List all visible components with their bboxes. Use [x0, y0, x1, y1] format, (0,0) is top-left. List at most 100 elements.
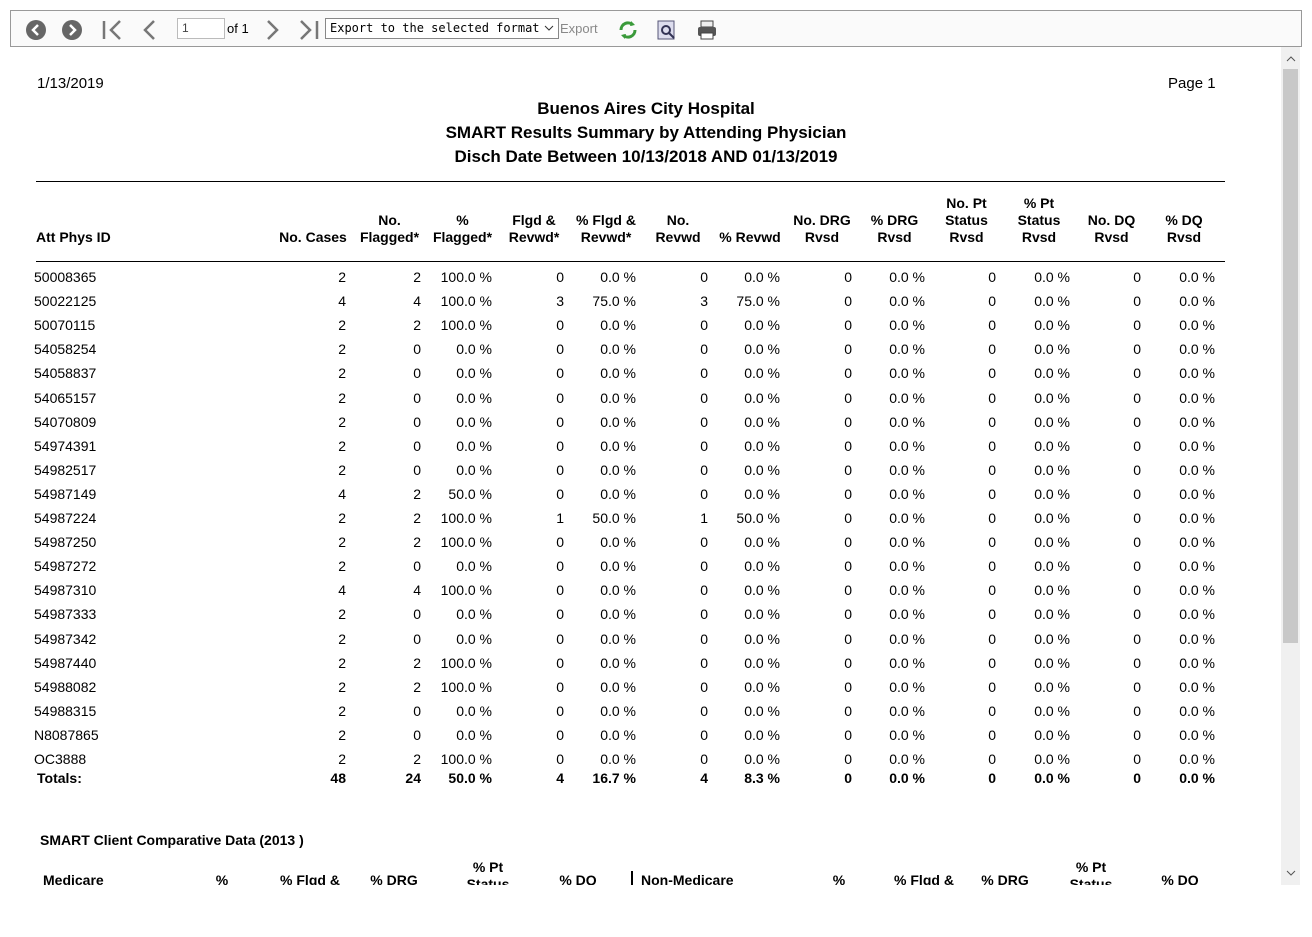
cell: 0.0 % — [1179, 630, 1215, 647]
cell: 0 — [988, 510, 996, 526]
refresh-button[interactable] — [617, 19, 639, 41]
cell: 0.0 % — [600, 654, 636, 671]
cell: 0.0 % — [889, 630, 925, 647]
page-input[interactable]: 1 — [177, 18, 225, 39]
cell: 100.0 % — [440, 582, 492, 599]
cell: 0.0 % — [889, 534, 925, 551]
cell: 0 — [1133, 341, 1141, 358]
report-title: Disch Date Between 10/13/2018 AND 01/13/… — [454, 147, 838, 166]
print-button[interactable] — [696, 19, 718, 41]
cell: 0 — [844, 461, 852, 478]
cell: 0.0 % — [889, 317, 925, 334]
cell: 0 — [844, 365, 852, 382]
last-page-button[interactable] — [297, 19, 321, 41]
cell: 0.0 % — [1034, 317, 1070, 334]
cell: 100.0 % — [440, 751, 492, 767]
cell: 0.0 % — [744, 341, 780, 358]
cell: 0 — [700, 751, 708, 767]
cell: 0.0 % — [889, 341, 925, 358]
cell: 0 — [700, 702, 708, 719]
row-label: OC3888 — [34, 751, 87, 767]
cell: 0.0 % — [1179, 365, 1215, 382]
cell: 0 — [556, 413, 564, 430]
cell: 0 — [988, 770, 996, 786]
cell: 100.0 % — [440, 317, 492, 334]
page-number: Page 1 — [1168, 75, 1216, 92]
cell: 2 — [338, 269, 346, 285]
cell: 2 — [338, 510, 346, 526]
cell: 100.0 % — [440, 534, 492, 551]
cell: 4 — [413, 582, 421, 599]
cell: 0.0 % — [600, 317, 636, 334]
cell: 0.0 % — [1034, 510, 1070, 526]
next-page-button[interactable] — [263, 19, 283, 41]
cell: 0 — [988, 293, 996, 310]
column-header: % Flagged* — [432, 212, 493, 245]
cell: 0.0 % — [600, 582, 636, 599]
page-count: of 1 — [227, 21, 249, 36]
cell: 0 — [700, 461, 708, 478]
cell: 0.0 % — [889, 751, 925, 767]
cell: 0 — [988, 341, 996, 358]
cell: 0 — [844, 485, 852, 502]
cell: 2 — [338, 341, 346, 358]
cell: 4 — [338, 485, 346, 502]
row-label: 54987333 — [34, 606, 97, 623]
cell: 0.0 % — [1179, 582, 1215, 599]
comparative-header: % — [832, 872, 846, 885]
cell: 0 — [556, 461, 564, 478]
cell: 0.0 % — [889, 770, 925, 786]
cell: 2 — [413, 269, 421, 285]
export-format-select[interactable]: Export to the selected format — [325, 18, 559, 39]
forward-button[interactable] — [61, 19, 83, 41]
cell: 0 — [1133, 630, 1141, 647]
header-rule — [36, 261, 1225, 262]
back-button[interactable] — [25, 19, 47, 41]
cell: 2 — [338, 389, 346, 406]
scroll-up[interactable] — [1286, 55, 1296, 62]
cell: 0.0 % — [744, 437, 780, 454]
scroll-down[interactable] — [1286, 870, 1296, 877]
row-label: 54974391 — [34, 437, 97, 454]
cell: 2 — [338, 678, 346, 695]
cell: 0 — [1133, 413, 1141, 430]
cell: 2 — [413, 654, 421, 671]
cell: 0 — [700, 389, 708, 406]
cell: 0 — [988, 630, 996, 647]
cell: 0.0 % — [600, 365, 636, 382]
cell: 8.3 % — [744, 770, 780, 786]
cell: 0 — [556, 534, 564, 551]
cell: 0.0 % — [744, 485, 780, 502]
cell: 0 — [700, 534, 708, 551]
cell: 0.0 % — [889, 558, 925, 575]
column-header: No. DQ Rvsd — [1087, 212, 1136, 245]
cell: 0.0 % — [600, 389, 636, 406]
find-button[interactable] — [656, 19, 678, 41]
cell: 0.0 % — [600, 702, 636, 719]
cell: 0.0 % — [600, 341, 636, 358]
cell: 50.0 % — [448, 485, 492, 502]
cell: 100.0 % — [440, 293, 492, 310]
scroll-thumb[interactable] — [1283, 69, 1298, 643]
scrollbar[interactable] — [1281, 47, 1300, 885]
cell: 50.0 % — [736, 510, 780, 526]
row-label: 54982517 — [34, 461, 97, 478]
cell: 0 — [556, 485, 564, 502]
export-button[interactable]: Export — [560, 21, 598, 36]
toolbar: 1 of 1 Export to the selected format Exp… — [10, 10, 1302, 47]
cell: 0 — [556, 269, 564, 285]
cell: 2 — [338, 558, 346, 575]
cell: 4 — [413, 293, 421, 310]
cell: 0.0 % — [889, 654, 925, 671]
cell: 0 — [844, 770, 852, 786]
cell: 0.0 % — [889, 269, 925, 285]
first-page-button[interactable] — [101, 19, 125, 41]
cell: 4 — [338, 293, 346, 310]
cell: 0.0 % — [1179, 269, 1215, 285]
cell: 0.0 % — [1179, 751, 1215, 767]
cell: 16.7 % — [592, 770, 636, 786]
cell: 0 — [1133, 269, 1141, 285]
previous-page-button[interactable] — [139, 19, 159, 41]
cell: 4 — [338, 582, 346, 599]
comparative-header: % DRG — [981, 872, 1029, 885]
